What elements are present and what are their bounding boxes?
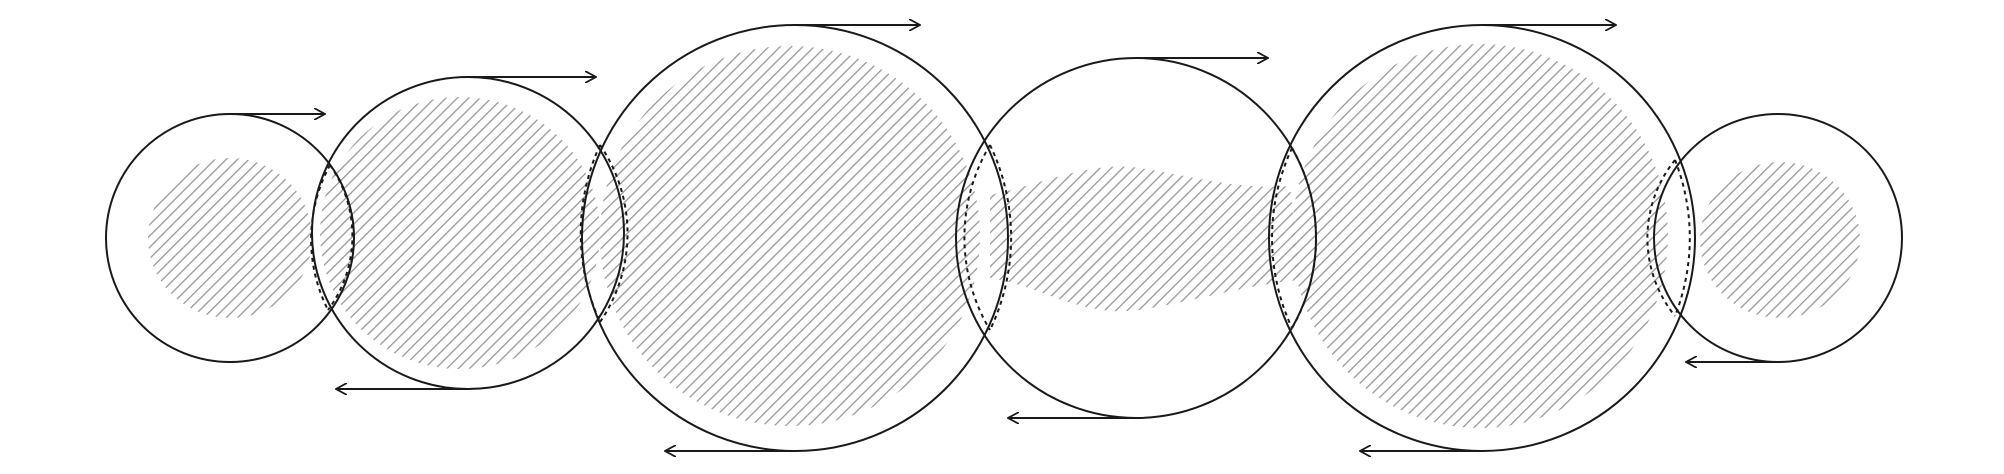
hatched-region: [148, 44, 1860, 428]
overlap-arc-6-5: [1646, 159, 1676, 317]
overlap-arc-1-2: [327, 164, 354, 311]
overlap-arc-2-1: [310, 164, 331, 311]
rotation-arrows: [230, 25, 1778, 451]
hatch-circle-5: [1292, 44, 1668, 428]
hatch-circle-1: [148, 158, 312, 318]
overlap-dashed-arcs: [310, 144, 1691, 331]
hatch-circle-3: [600, 46, 980, 426]
hatch-circle-2: [320, 97, 600, 369]
overlap-arc-2-3: [599, 144, 629, 323]
overlap-arc-4-3: [963, 144, 991, 331]
overlap-arc-4-5: [1291, 147, 1318, 329]
overlap-arc-5-6: [1674, 159, 1691, 317]
hatch-circle-6: [1700, 162, 1860, 318]
overlap-arc-5-4: [1271, 147, 1293, 329]
overlap-arc-3-2: [579, 144, 601, 323]
hatch-band-circle-4: [990, 166, 1300, 312]
